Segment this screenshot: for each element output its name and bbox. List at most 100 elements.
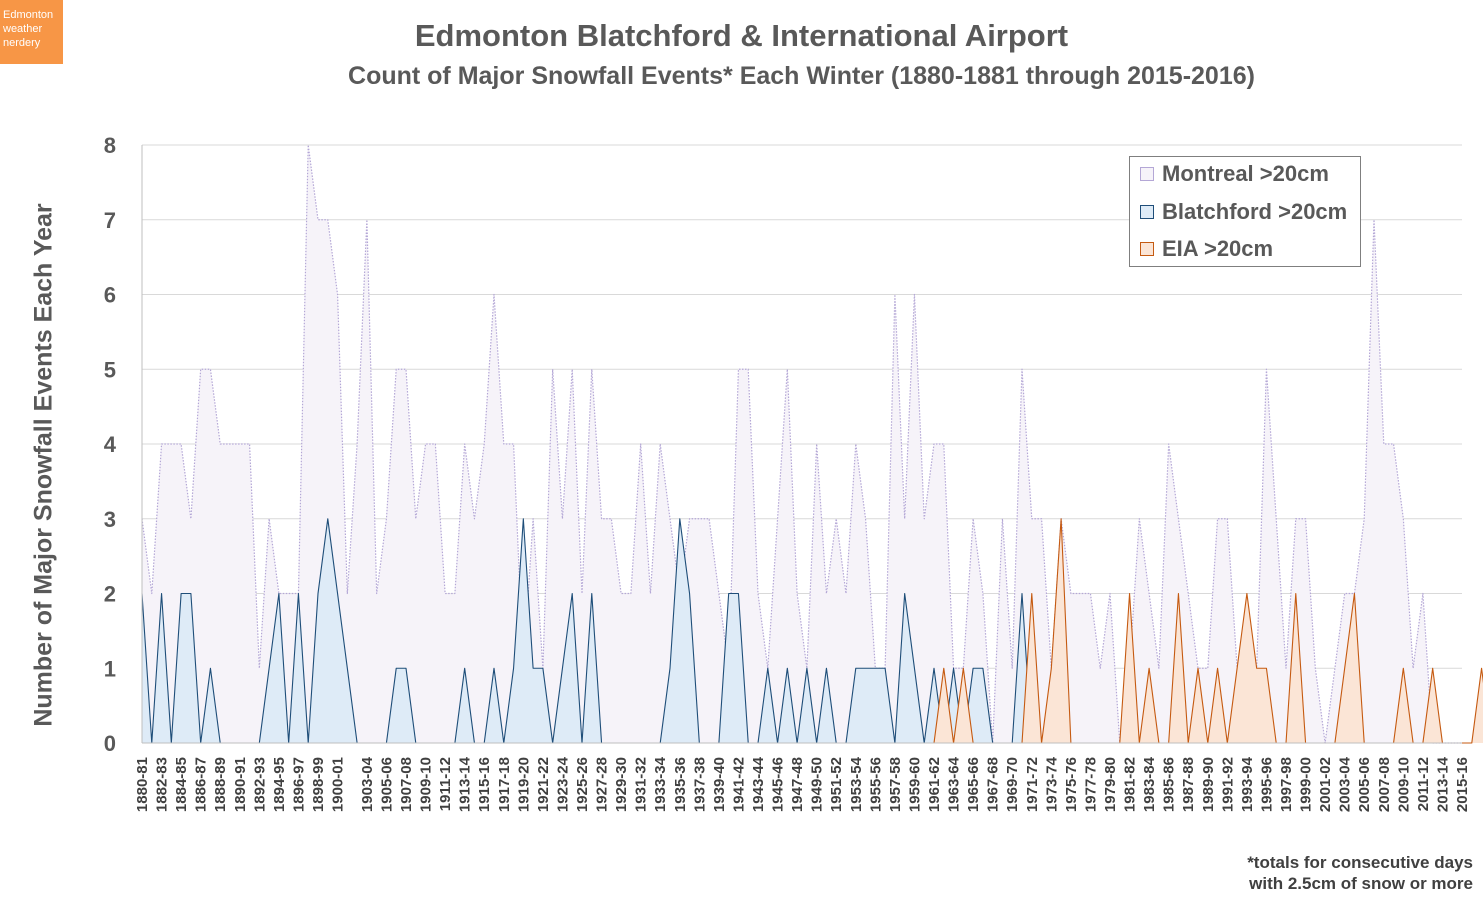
x-tick-label-57: 1995-96 bbox=[1258, 757, 1275, 812]
x-tick-label-3: 1886-87 bbox=[193, 757, 210, 812]
x-tick-label-7: 1894-95 bbox=[271, 757, 288, 812]
y-tick-label-2: 2 bbox=[104, 582, 116, 607]
footnote-line-1: *totals for consecutive days bbox=[1247, 853, 1473, 872]
x-tick-label-1: 1882-83 bbox=[154, 757, 171, 812]
x-tick-label-27: 1935-36 bbox=[672, 757, 689, 812]
x-tick-label-34: 1949-50 bbox=[809, 757, 826, 812]
x-tick-label-24: 1929-30 bbox=[613, 757, 630, 812]
x-tick-label-40: 1961-62 bbox=[926, 757, 943, 812]
x-tick-label-45: 1971-72 bbox=[1024, 757, 1041, 812]
badge-line-2: weather bbox=[3, 23, 43, 35]
x-tick-label-46: 1973-74 bbox=[1043, 756, 1060, 812]
x-tick-label-64: 2009-10 bbox=[1395, 757, 1412, 812]
x-tick-label-43: 1967-68 bbox=[985, 757, 1002, 812]
x-tick-label-61: 2003-04 bbox=[1337, 756, 1354, 812]
x-tick-label-31: 1943-44 bbox=[750, 756, 767, 812]
x-tick-label-13: 1907-08 bbox=[398, 757, 415, 812]
x-tick-label-63: 2007-08 bbox=[1376, 757, 1393, 812]
x-tick-label-47: 1975-76 bbox=[1063, 757, 1080, 812]
x-tick-label-18: 1917-18 bbox=[496, 757, 513, 812]
x-tick-label-42: 1965-66 bbox=[965, 757, 982, 812]
x-tick-label-38: 1957-58 bbox=[887, 757, 904, 812]
x-tick-label-53: 1987-88 bbox=[1180, 757, 1197, 812]
legend-swatch-eia bbox=[1140, 242, 1154, 256]
y-tick-label-5: 5 bbox=[104, 357, 116, 382]
y-tick-label-7: 7 bbox=[104, 208, 116, 233]
x-tick-label-5: 1890-91 bbox=[232, 757, 249, 812]
x-tick-label-65: 2011-12 bbox=[1415, 757, 1432, 811]
legend-label-montreal: Montreal >20cm bbox=[1162, 161, 1329, 186]
y-tick-label-6: 6 bbox=[104, 283, 116, 308]
x-tick-label-37: 1955-56 bbox=[867, 757, 884, 812]
legend-item-blatchford: Blatchford >20cm bbox=[1140, 199, 1347, 225]
legend-swatch-montreal bbox=[1140, 167, 1154, 181]
x-tick-label-50: 1981-82 bbox=[1122, 757, 1139, 812]
legend-item-eia: EIA >20cm bbox=[1140, 236, 1273, 262]
series-area-1 bbox=[142, 518, 1462, 743]
legend-item-montreal: Montreal >20cm bbox=[1140, 161, 1329, 187]
x-tick-label-51: 1983-84 bbox=[1141, 756, 1158, 812]
x-tick-label-17: 1915-16 bbox=[476, 757, 493, 812]
series-0 bbox=[141, 144, 1462, 744]
x-tick-label-8: 1896-97 bbox=[290, 757, 307, 812]
x-tick-label-30: 1941-42 bbox=[730, 757, 747, 812]
brand-badge: Edmonton weather nerdery bbox=[0, 0, 63, 64]
x-tick-label-10: 1900-01 bbox=[330, 757, 347, 812]
x-tick-label-0: 1880-81 bbox=[134, 757, 151, 812]
x-tick-label-12: 1905-06 bbox=[378, 757, 395, 812]
x-tick-label-36: 1953-54 bbox=[848, 756, 865, 812]
x-tick-label-56: 1993-94 bbox=[1239, 756, 1256, 812]
legend-label-eia: EIA >20cm bbox=[1162, 236, 1274, 261]
x-tick-label-26: 1933-34 bbox=[652, 756, 669, 812]
series-area-0 bbox=[142, 145, 1462, 743]
x-tick-label-67: 2015-16 bbox=[1454, 757, 1471, 812]
x-tick-label-41: 1963-64 bbox=[946, 756, 963, 812]
series-line-0 bbox=[141, 144, 1462, 744]
x-tick-label-58: 1997-98 bbox=[1278, 757, 1295, 812]
x-tick-label-29: 1939-40 bbox=[711, 757, 728, 812]
x-tick-label-2: 1884-85 bbox=[173, 757, 190, 812]
x-tick-label-66: 2013-14 bbox=[1434, 756, 1451, 812]
legend: Montreal >20cm Blatchford >20cm EIA >20c… bbox=[1129, 156, 1361, 267]
x-tick-label-25: 1931-32 bbox=[633, 757, 650, 812]
x-tick-label-59: 1999-00 bbox=[1298, 757, 1315, 812]
x-tick-label-23: 1927-28 bbox=[594, 757, 611, 812]
badge-line-3: nerdery bbox=[3, 37, 41, 49]
x-tick-label-4: 1888-89 bbox=[212, 757, 229, 812]
x-tick-label-48: 1977-78 bbox=[1082, 757, 1099, 812]
x-tick-label-15: 1911-12 bbox=[437, 757, 454, 811]
x-tick-label-33: 1947-48 bbox=[789, 757, 806, 812]
chart-subtitle: Count of Major Snowfall Events* Each Win… bbox=[348, 62, 1255, 90]
series-area-2 bbox=[934, 518, 1483, 743]
x-tick-label-28: 1937-38 bbox=[691, 757, 708, 812]
footnote: *totals for consecutive days with 2.5cm … bbox=[1247, 852, 1473, 894]
x-tick-label-60: 2001-02 bbox=[1317, 757, 1334, 812]
legend-swatch-blatchford bbox=[1140, 205, 1154, 219]
x-tick-label-55: 1991-92 bbox=[1219, 757, 1236, 812]
y-tick-label-3: 3 bbox=[104, 507, 116, 532]
y-tick-label-0: 0 bbox=[104, 731, 116, 756]
y-tick-label-4: 4 bbox=[104, 432, 117, 457]
footnote-line-2: with 2.5cm of snow or more bbox=[1249, 874, 1473, 893]
badge-line-1: Edmonton bbox=[3, 9, 54, 21]
x-tick-label-11: 1903-04 bbox=[359, 756, 376, 812]
x-tick-label-39: 1959-60 bbox=[906, 757, 923, 812]
x-tick-label-20: 1921-22 bbox=[535, 757, 552, 812]
x-tick-label-19: 1919-20 bbox=[515, 757, 532, 812]
x-tick-label-22: 1925-26 bbox=[574, 757, 591, 812]
x-tick-label-62: 2005-06 bbox=[1356, 757, 1373, 812]
x-tick-label-32: 1945-46 bbox=[770, 757, 787, 812]
y-tick-label-1: 1 bbox=[104, 656, 116, 681]
x-tick-label-52: 1985-86 bbox=[1161, 757, 1178, 812]
x-tick-label-9: 1898-99 bbox=[310, 757, 327, 812]
x-tick-label-49: 1979-80 bbox=[1102, 757, 1119, 812]
y-tick-label-8: 8 bbox=[104, 133, 116, 158]
x-tick-label-35: 1951-52 bbox=[828, 757, 845, 812]
legend-label-blatchford: Blatchford >20cm bbox=[1162, 199, 1348, 224]
x-tick-label-16: 1913-14 bbox=[457, 756, 474, 812]
x-tick-label-14: 1909-10 bbox=[418, 757, 435, 812]
chart-title: Edmonton Blatchford & International Airp… bbox=[414, 18, 1069, 53]
x-tick-label-21: 1923-24 bbox=[554, 756, 571, 812]
x-tick-label-44: 1969-70 bbox=[1004, 757, 1021, 812]
